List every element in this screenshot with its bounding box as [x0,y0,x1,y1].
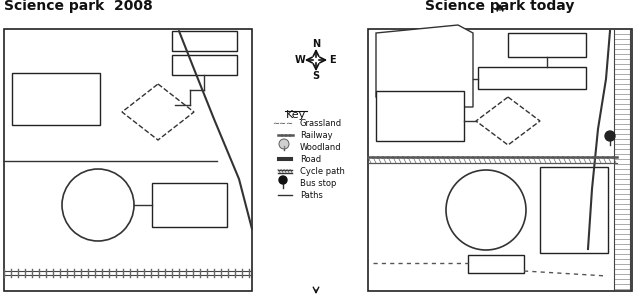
Text: ∼∼∼: ∼∼∼ [12,38,31,48]
Circle shape [395,188,413,206]
Text: Paths: Paths [300,191,323,199]
Text: ∼∼∼: ∼∼∼ [28,31,47,41]
Polygon shape [376,25,473,107]
Text: Key: Key [286,110,306,120]
Text: Reception: Reception [180,60,228,70]
Text: Woodland: Woodland [300,142,342,152]
Text: ∼∼∼: ∼∼∼ [49,38,68,48]
Circle shape [395,167,413,185]
Bar [540,167,608,253]
Text: Business
units: Business units [35,88,77,110]
Circle shape [62,169,134,241]
Circle shape [555,169,569,183]
Circle shape [35,187,53,205]
Text: Science park today: Science park today [426,0,575,13]
Circle shape [13,214,31,232]
Bar [152,183,227,227]
Text: Bus stop: Bus stop [300,178,337,188]
Text: N: N [312,39,320,49]
Circle shape [482,40,498,56]
Text: ∼∼∼: ∼∼∼ [134,117,150,123]
Circle shape [373,167,391,185]
Text: Science park  2008: Science park 2008 [4,0,153,13]
Text: IT
centre: IT centre [83,194,114,216]
Text: Cyber
security: Cyber security [170,194,209,216]
Bar [478,67,586,89]
Bar [368,29,632,291]
Circle shape [147,51,163,67]
Bar [4,29,252,291]
Bar [172,31,237,51]
Text: Cycle path: Cycle path [300,167,345,175]
Circle shape [279,139,289,149]
Circle shape [279,176,287,184]
Bar [172,55,237,75]
Text: University
hub: University hub [511,68,554,88]
Bar [369,161,613,290]
Text: Cyber
security: Cyber security [554,199,593,221]
Circle shape [13,187,31,205]
Bar [5,162,251,290]
Circle shape [35,214,53,232]
Bar [508,33,586,57]
Bar [614,29,630,291]
Text: Railway: Railway [300,131,333,139]
Bar [376,91,464,141]
Circle shape [395,214,413,232]
Text: Innovation
centre: Innovation centre [460,199,512,221]
Circle shape [57,214,75,232]
Bar [12,73,100,125]
Text: ∼∼∼: ∼∼∼ [273,119,294,127]
Text: Grassland: Grassland [300,119,342,127]
Text: ∼∼∼: ∼∼∼ [56,45,75,53]
Text: Offices: Offices [187,36,221,46]
Text: Car
park: Car park [148,99,168,119]
Bar [468,255,524,273]
Text: ∼∼∼: ∼∼∼ [150,88,166,92]
Text: ∼∼∼: ∼∼∼ [160,101,176,106]
Text: ∼∼∼: ∼∼∼ [12,53,31,63]
Text: Offices: Offices [530,40,564,50]
Text: ∼∼∼: ∼∼∼ [164,117,180,121]
Text: E: E [329,55,335,65]
Circle shape [35,167,53,185]
Circle shape [193,89,207,103]
Circle shape [13,167,31,185]
Circle shape [605,131,615,141]
Circle shape [573,189,587,203]
Text: Road: Road [300,155,321,163]
Text: ∼∼∼: ∼∼∼ [20,46,40,56]
Circle shape [373,214,391,232]
Polygon shape [122,84,194,140]
Text: Business
units: Business units [398,105,442,127]
Circle shape [446,170,526,250]
Text: ∼∼∼: ∼∼∼ [70,42,90,52]
Circle shape [373,188,391,206]
Text: ∼∼∼: ∼∼∼ [42,45,61,55]
Text: Car
park: Car park [499,109,517,129]
Circle shape [147,32,163,48]
Text: Station: Station [481,260,511,268]
Text: ∼∼∼: ∼∼∼ [124,102,140,107]
Text: Research
and
development: Research and development [391,52,455,86]
Text: W: W [294,55,305,65]
Text: ∼∼∼: ∼∼∼ [120,91,136,95]
Circle shape [417,214,435,232]
Polygon shape [476,97,540,145]
Text: S: S [312,71,319,81]
Circle shape [482,64,498,80]
